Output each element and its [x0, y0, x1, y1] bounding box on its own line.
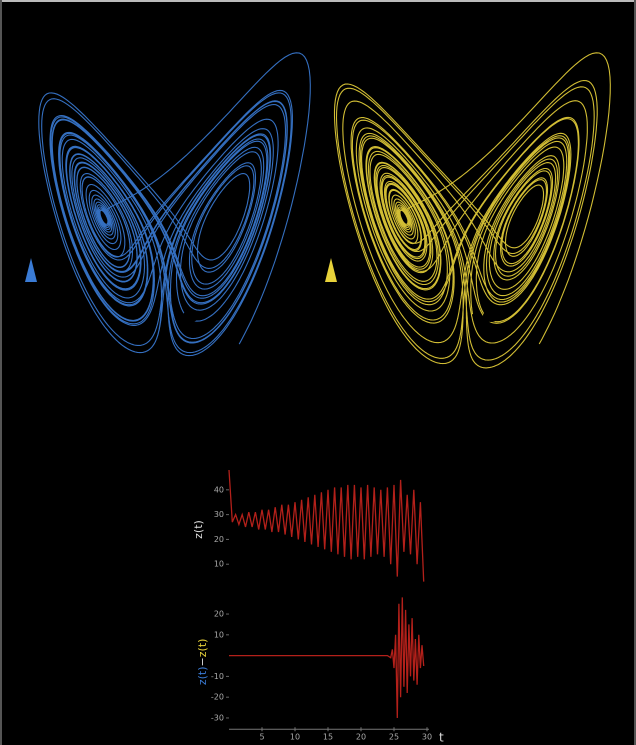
- x-tick-label: 10: [290, 733, 300, 742]
- charts: 10 20 30 40 z(t) -30 -20 -10 10 20 5 10 15 20 25 30 t z(t…: [192, 469, 444, 745]
- y-axis-label: z(t): [192, 520, 205, 539]
- y-axis-label-part: z(t): [196, 639, 209, 658]
- y-tick-label: 30: [214, 510, 224, 519]
- y-tick-label: -20: [211, 693, 224, 702]
- attractor-center: [183, 310, 199, 322]
- y-tick-label: -10: [211, 672, 224, 681]
- attractor-head: [325, 258, 337, 282]
- x-tick-label: 30: [422, 733, 432, 742]
- y-tick-label: 10: [214, 630, 224, 639]
- x-tick-label: 20: [356, 733, 366, 742]
- y-tick-label: 40: [214, 485, 224, 494]
- x-tick-label: 25: [389, 733, 399, 742]
- data-line: [228, 469, 425, 582]
- y-tick-label: 10: [214, 560, 224, 569]
- attractors: [25, 52, 611, 369]
- attractor-trail: [333, 52, 611, 369]
- attractor-center: [483, 310, 499, 322]
- y-axis-label-part: −: [196, 657, 209, 666]
- x-axis-label: t: [439, 731, 444, 745]
- x-tick-label: 5: [259, 733, 264, 742]
- data-line: [229, 597, 425, 719]
- y-tick-label: 20: [214, 610, 224, 619]
- y-axis-label: z(t)−z(t): [196, 639, 209, 686]
- y-tick-label: 20: [214, 535, 224, 544]
- y-axis-label-part: z(t): [196, 666, 209, 685]
- attractor-trail: [38, 52, 311, 357]
- y-tick-label: -30: [211, 713, 224, 722]
- attractor-head: [25, 258, 37, 282]
- x-tick-label: 15: [323, 733, 333, 742]
